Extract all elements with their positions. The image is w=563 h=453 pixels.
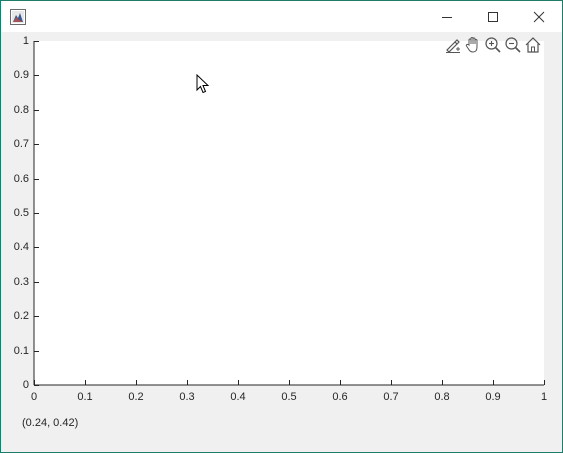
axes-svg bbox=[33, 41, 545, 386]
pan-hand-icon[interactable] bbox=[463, 35, 483, 55]
close-icon bbox=[533, 11, 545, 23]
zoom-out-icon[interactable] bbox=[503, 35, 523, 55]
x-tick-label: 0.7 bbox=[383, 391, 399, 403]
home-icon[interactable] bbox=[523, 35, 543, 55]
x-tick-label: 0.6 bbox=[332, 391, 348, 403]
x-tick-label: 0.1 bbox=[77, 391, 93, 403]
mouse-cursor-icon bbox=[196, 73, 210, 94]
y-tick-label: 0.8 bbox=[13, 103, 29, 116]
y-tick-label: 0.3 bbox=[13, 275, 29, 288]
close-button[interactable] bbox=[516, 1, 562, 32]
x-tick-label: 0.9 bbox=[485, 391, 501, 403]
minimize-button[interactable] bbox=[424, 1, 470, 32]
y-tick-label: 1 bbox=[22, 35, 29, 47]
y-tick-label: 0 bbox=[22, 379, 29, 391]
x-tick-label: 0.2 bbox=[128, 391, 144, 403]
y-tick-label: 0.9 bbox=[13, 69, 29, 82]
x-tick-label: 0.8 bbox=[434, 391, 450, 403]
x-tick-label: 0.5 bbox=[281, 391, 297, 403]
x-tick-label: 1 bbox=[540, 391, 548, 403]
y-tick-label: 0.1 bbox=[13, 344, 29, 357]
minimize-icon bbox=[441, 11, 453, 23]
brush-icon[interactable] bbox=[443, 35, 463, 55]
x-tick-label: 0.3 bbox=[179, 391, 195, 403]
x-tick-label: 0 bbox=[30, 391, 38, 403]
figure-canvas[interactable]: 0 0.1 0.2 0.3 0.4 0.5 0.6 0.7 0.8 0.9 1 0 0.1 0.2 0.3 0… bbox=[1, 32, 562, 452]
maximize-button[interactable] bbox=[470, 1, 516, 32]
zoom-in-icon[interactable] bbox=[483, 35, 503, 55]
y-tick-label: 0.4 bbox=[13, 241, 29, 254]
y-tick-label: 0.6 bbox=[13, 172, 29, 185]
maximize-icon bbox=[487, 11, 499, 23]
y-tick-label: 0.2 bbox=[13, 310, 29, 323]
title-bar[interactable] bbox=[1, 1, 562, 32]
axes-area[interactable] bbox=[34, 41, 544, 385]
y-tick-label: 0.5 bbox=[13, 207, 29, 219]
y-tick-label: 0.7 bbox=[13, 138, 29, 151]
x-tick-label: 0.4 bbox=[230, 391, 246, 403]
axes-toolbar bbox=[443, 34, 543, 56]
figure-app-icon[interactable] bbox=[10, 9, 26, 25]
pointer-coordinate-readout: (0.24, 0.42) bbox=[22, 417, 79, 429]
